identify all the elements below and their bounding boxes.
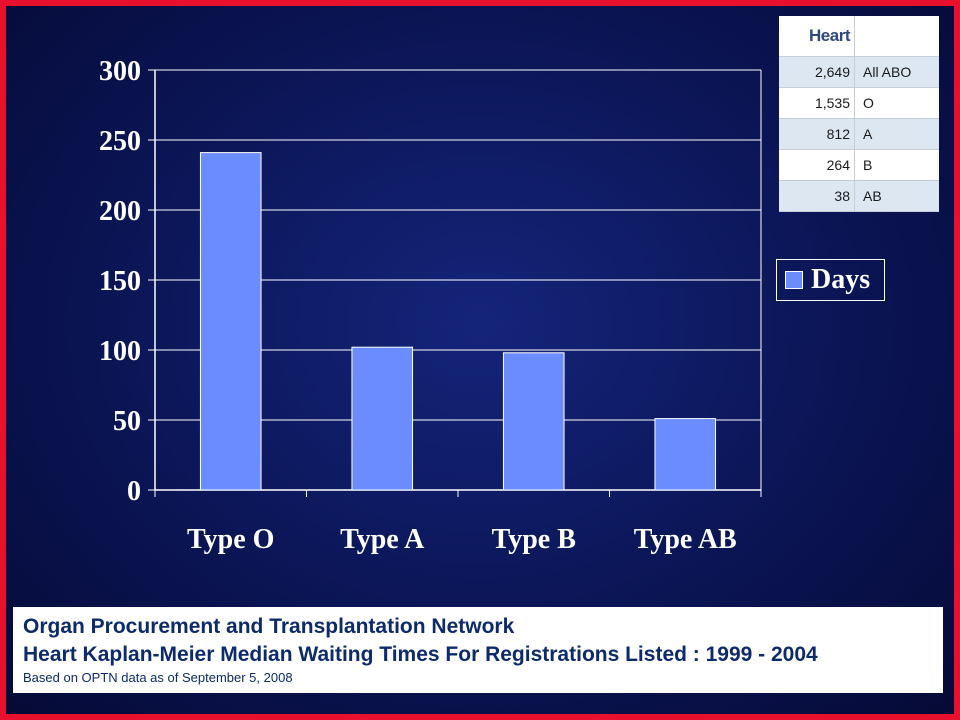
y-tick-label: 50 — [113, 406, 141, 437]
table-group: AB — [863, 188, 882, 204]
footer-org-name: Organ Procurement and Transplantation Ne… — [23, 615, 515, 638]
bar-chart: 0 50 100 150 200 250 300 Type O Type A Type B Type… — [99, 56, 762, 555]
table-row: 38 AB — [779, 181, 939, 212]
y-tick-label: 150 — [99, 266, 141, 297]
table-header-row: Heart — [779, 16, 939, 57]
table-header: Heart — [779, 16, 855, 56]
x-category-label: Type B — [492, 524, 576, 555]
y-tick-label: 0 — [127, 476, 141, 507]
x-category-label: Type AB — [634, 524, 737, 555]
y-tick-label: 300 — [99, 56, 141, 87]
bar — [199, 152, 262, 491]
chart-legend: Days — [776, 259, 885, 301]
bar — [502, 352, 565, 491]
table-count: 2,649 — [779, 57, 855, 87]
bar — [351, 346, 414, 491]
legend-label: Days — [811, 264, 871, 295]
table-count: 38 — [779, 181, 855, 211]
y-tick-label: 100 — [99, 336, 141, 367]
y-tick-label: 200 — [99, 196, 141, 227]
table-group: O — [863, 95, 874, 111]
table-row: 812 A — [779, 119, 939, 150]
abo-count-table: Heart 2,649 All ABO 1,535 O 812 A 264 B … — [779, 16, 939, 212]
table-group: All ABO — [863, 64, 912, 80]
table-count: 264 — [779, 150, 855, 180]
slide: 0 50 100 150 200 250 300 Type O Type A Type B Type… — [6, 6, 954, 714]
table-group: A — [863, 126, 873, 142]
y-tick-label: 250 — [99, 126, 141, 157]
footer-data-note: Based on OPTN data as of September 5, 20… — [23, 670, 293, 685]
table-group: B — [863, 157, 873, 173]
legend-swatch — [785, 271, 803, 289]
footer-chart-description: Heart Kaplan-Meier Median Waiting Times … — [23, 643, 818, 666]
bar — [654, 418, 717, 491]
table-count: 812 — [779, 119, 855, 149]
source-footer: Organ Procurement and Transplantation Ne… — [13, 607, 943, 693]
table-row: 2,649 All ABO — [779, 57, 939, 88]
table-row: 264 B — [779, 150, 939, 181]
table-row: 1,535 O — [779, 88, 939, 119]
table-count: 1,535 — [779, 88, 855, 118]
x-category-label: Type A — [340, 524, 425, 555]
x-category-label: Type O — [187, 524, 274, 555]
